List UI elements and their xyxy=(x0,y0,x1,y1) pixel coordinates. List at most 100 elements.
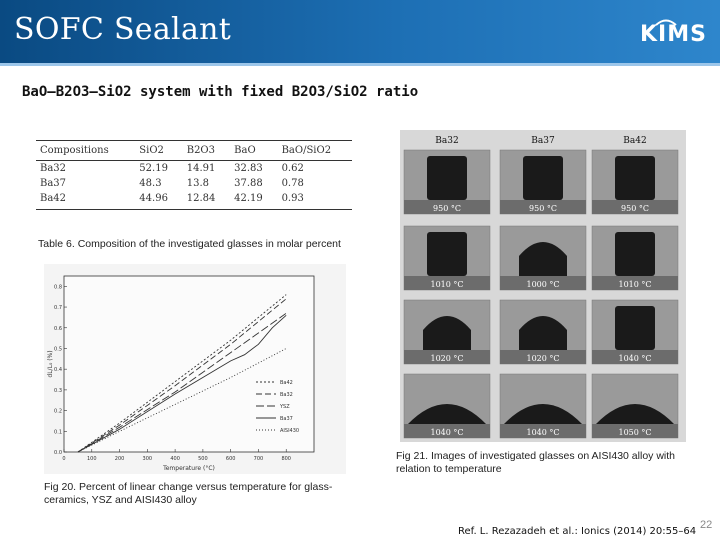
glass-sample-image: 1020 °C xyxy=(403,299,491,365)
table-cell: 32.83 xyxy=(234,163,263,174)
glass-sample-image: 1020 °C xyxy=(499,299,587,365)
figure-20-caption: Fig 20. Percent of linear change versus … xyxy=(44,481,333,506)
table-row: Ba42 44.96 12.84 42.19 0.93 xyxy=(36,191,352,210)
glass-spread xyxy=(408,404,486,424)
table-cell: 52.19 xyxy=(139,163,168,174)
substrate xyxy=(500,424,586,438)
y-tick-label: 0.0 xyxy=(54,450,62,456)
chart-svg: 0 100 200 300 400 500 600 700 800 0.0 0.1 0.2 0.3 0.4… xyxy=(47,275,315,472)
table-header-cell: Compositions xyxy=(36,140,136,161)
temperature-label: 950 °C xyxy=(529,204,557,213)
y-tick-label: 0.5 xyxy=(54,346,62,352)
series-line-ysz xyxy=(77,312,287,453)
table-cell: Ba37 xyxy=(40,178,67,189)
table-cell: 48.3 xyxy=(139,178,162,189)
y-tick-label: 0.4 xyxy=(54,367,62,373)
dilatometry-plot: 0 100 200 300 400 500 600 700 800 0.0 0.1 0.2 0.3 0.4… xyxy=(44,264,346,474)
legend-label: Ba42 xyxy=(280,380,293,386)
table-row: Ba32 52.19 14.91 32.83 0.62 xyxy=(36,161,352,177)
composition-table: Compositions SiO2 B2O3 BaO BaO/SiO2 Ba32… xyxy=(36,140,352,234)
legend-label: AISI430 xyxy=(280,428,299,434)
x-tick-label: 800 xyxy=(281,456,291,462)
substrate xyxy=(404,424,490,438)
glass-sample-image: 1010 °C xyxy=(591,225,679,291)
logo-arc-icon xyxy=(655,19,677,26)
column-label: Ba42 xyxy=(623,136,646,146)
glass-sample-image: 1050 °C xyxy=(591,373,679,439)
glass-sample-image: 1000 °C xyxy=(499,225,587,291)
temperature-label: 1040 °C xyxy=(618,354,651,363)
glass-cylinder xyxy=(615,232,655,276)
series-line-aisi430 xyxy=(77,348,287,453)
table-header-cell: BaO/SiO2 xyxy=(277,140,352,161)
glass-images-panel: Ba32 Ba37 Ba42 950 °C 950 °C 950 °C 1010 °C 100… xyxy=(400,130,686,442)
table-cell: Ba32 xyxy=(40,163,67,174)
x-tick-label: 600 xyxy=(226,456,236,462)
temperature-label: 1040 °C xyxy=(430,428,463,437)
glass-spread xyxy=(596,404,674,424)
substrate xyxy=(592,200,678,214)
series-line-ba37 xyxy=(77,314,287,453)
table-cell: Ba42 xyxy=(36,191,136,210)
table-row: Ba37 48.3 13.8 37.88 0.78 xyxy=(36,176,352,191)
glass-sample-image: 950 °C xyxy=(591,149,679,215)
logo-text: KIMS xyxy=(640,22,707,47)
legend-label: YSZ xyxy=(279,404,290,410)
temperature-label: 1010 °C xyxy=(430,280,463,289)
legend-label: Ba37 xyxy=(280,416,293,422)
glass-spread xyxy=(504,404,582,424)
y-axis-label: dL/L₀ (%) xyxy=(47,350,54,377)
glass-cylinder xyxy=(615,156,655,200)
x-tick-label: 400 xyxy=(170,456,180,462)
temperature-label: 1050 °C xyxy=(618,428,651,437)
temperature-label: 1000 °C xyxy=(526,280,559,289)
substrate xyxy=(592,424,678,438)
header-bar: SOFC Sealant KIMS xyxy=(0,0,720,66)
series-line-ba42 xyxy=(77,294,287,453)
substrate xyxy=(500,276,586,290)
glass-sample-image: 1010 °C xyxy=(403,225,491,291)
x-tick-label: 300 xyxy=(143,456,153,462)
temperature-label: 1010 °C xyxy=(618,280,651,289)
reference-text: Ref. L. Rezazadeh et al.: Ionics (2014) … xyxy=(458,526,697,537)
column-label: Ba32 xyxy=(435,136,458,146)
table-header-cell: SiO2 xyxy=(135,140,183,161)
section-subtitle: BaO–B2O3–SiO2 system with fixed B2O3/SiO… xyxy=(22,84,419,100)
table-cell: 44.96 xyxy=(135,191,183,210)
table-cell: 12.84 xyxy=(182,191,231,210)
page-title: SOFC Sealant xyxy=(14,12,232,47)
temperature-label: 1020 °C xyxy=(430,354,463,363)
table-header-cell: B2O3 xyxy=(182,140,231,161)
glass-cylinder xyxy=(427,232,467,276)
table-header-cell: BaO xyxy=(230,140,278,161)
plot-frame xyxy=(63,275,315,453)
x-tick-label: 200 xyxy=(115,456,125,462)
table-cell: 0.62 xyxy=(281,163,304,174)
glass-dome xyxy=(519,242,567,276)
x-tick-label: 0 xyxy=(62,456,65,462)
page-number: 22 xyxy=(700,519,713,531)
table-caption: Table 6. Composition of the investigated… xyxy=(38,238,341,250)
glass-cylinder xyxy=(615,306,655,350)
glass-sample-image: 1040 °C xyxy=(403,373,491,439)
substrate xyxy=(404,200,490,214)
y-tick-label: 0.8 xyxy=(54,284,62,290)
substrate xyxy=(404,350,490,364)
glass-sample-image: 950 °C xyxy=(403,149,491,215)
y-tick-label: 0.7 xyxy=(54,305,62,311)
glass-sample-image: 950 °C xyxy=(499,149,587,215)
temperature-label: 1040 °C xyxy=(526,428,559,437)
legend-label: Ba32 xyxy=(280,392,293,398)
table-cell: 13.8 xyxy=(186,178,209,189)
glass-sample-image: 1040 °C xyxy=(591,299,679,365)
table-cell: 37.88 xyxy=(234,178,263,189)
x-axis-label: Temperature (°C) xyxy=(162,465,215,472)
substrate xyxy=(592,276,678,290)
temperature-label: 1020 °C xyxy=(526,354,559,363)
substrate xyxy=(404,276,490,290)
x-tick-label: 100 xyxy=(87,456,97,462)
substrate xyxy=(592,350,678,364)
x-tick-label: 700 xyxy=(254,456,264,462)
glass-cylinder xyxy=(523,156,563,200)
y-tick-label: 0.6 xyxy=(54,326,62,332)
